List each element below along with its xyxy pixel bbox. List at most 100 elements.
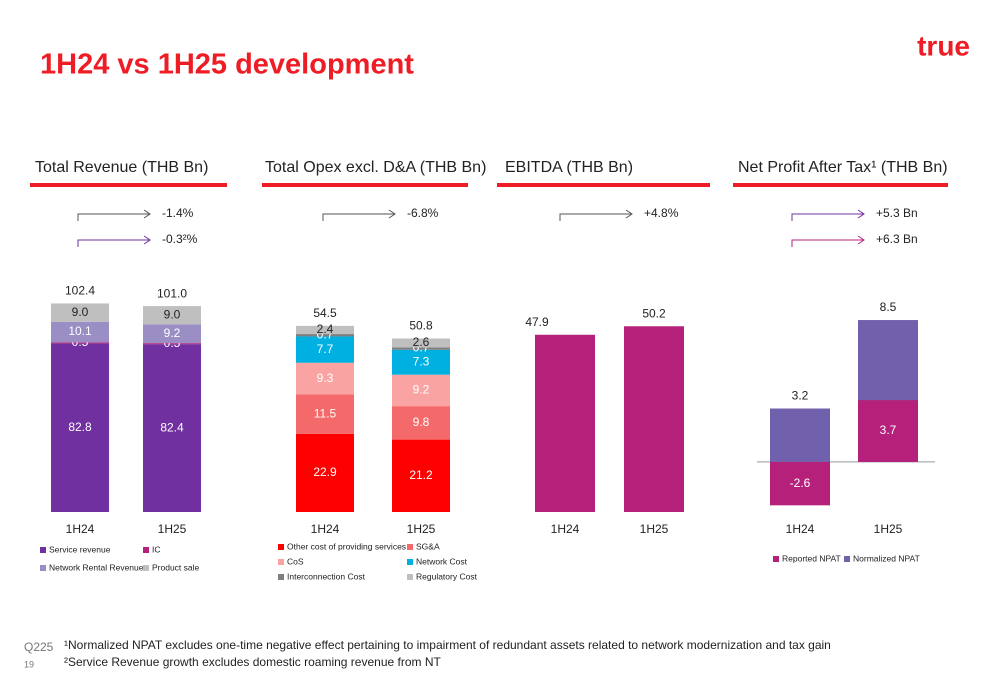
bar-segment: [51, 303, 109, 322]
value-label: 3.7: [880, 423, 897, 437]
title-underline: [30, 183, 227, 187]
chart-title: Total Revenue (THB Bn): [35, 159, 208, 176]
growth-arrow: [791, 235, 865, 247]
logo: true: [917, 30, 970, 61]
legend-swatch: [40, 565, 46, 571]
x-tick-label: 1H25: [640, 522, 669, 536]
value-label: 7.3: [413, 354, 430, 368]
growth-arrow: [77, 209, 151, 221]
growth-label: -1.4%: [162, 206, 194, 220]
legend-swatch: [278, 559, 284, 565]
chart-title: Total Opex excl. D&A (THB Bn): [265, 159, 486, 176]
value-label: 22.9: [313, 465, 337, 479]
title-underline: [262, 183, 468, 187]
chart-title: EBITDA (THB Bn): [505, 159, 633, 176]
value-label: 9.2: [164, 326, 181, 340]
x-tick-label: 1H24: [551, 522, 580, 536]
legend-swatch: [278, 544, 284, 550]
growth-arrow: [791, 209, 865, 221]
value-label: 21.2: [409, 468, 433, 482]
legend-label: CoS: [287, 556, 304, 566]
bar-segment: [392, 406, 450, 440]
legend-label: Regulatory Cost: [416, 571, 478, 581]
legend-label: Interconnection Cost: [287, 571, 366, 581]
value-label: 7.7: [317, 342, 334, 356]
value-label: 9.3: [317, 371, 334, 385]
value-label: 50.2: [642, 306, 666, 320]
bar: [624, 326, 684, 512]
x-tick-label: 1H25: [158, 522, 187, 536]
value-label: 11.5: [314, 406, 337, 420]
bar-segment: [392, 349, 450, 375]
bar-segment: [143, 343, 201, 345]
growth-arrow: [322, 209, 396, 221]
legend-label: Network Rental Revenue: [49, 562, 144, 572]
title-underline: [733, 183, 948, 187]
legend-swatch: [773, 556, 779, 562]
bar-segment: [392, 374, 450, 407]
legend-label: Product sale: [152, 562, 200, 572]
growth-arrow: [559, 209, 633, 221]
x-tick-label: 1H24: [311, 522, 340, 536]
legend-label: SG&A: [416, 541, 440, 551]
bar-segment: [51, 342, 109, 344]
legend-label: Other cost of providing services: [287, 541, 406, 551]
bar-segment: [296, 325, 354, 335]
growth-label: -0.3²%: [162, 232, 198, 246]
x-tick-label: 1H25: [874, 522, 903, 536]
footer-page: 19: [24, 659, 34, 669]
total-label: 50.8: [409, 319, 433, 333]
legend-label: Service revenue: [49, 544, 111, 554]
x-tick-label: 1H25: [407, 522, 436, 536]
legend-swatch: [407, 559, 413, 565]
bar-segment: [296, 362, 354, 395]
total-label: 102.4: [65, 284, 95, 298]
value-label: -2.6: [790, 476, 811, 490]
bar-segment: [143, 306, 201, 325]
x-tick-label: 1H24: [786, 522, 815, 536]
bar: [535, 334, 595, 512]
value-label: 10.1: [68, 324, 92, 338]
legend-swatch: [40, 547, 46, 553]
legend-label: Normalized NPAT: [853, 553, 920, 563]
value-label: 9.0: [164, 307, 181, 321]
bar-segment: [51, 321, 109, 343]
bar-segment: [51, 343, 109, 512]
value-label: 2.6: [413, 335, 430, 349]
value-label: 82.8: [68, 420, 92, 434]
legend-label: Reported NPAT: [782, 553, 841, 563]
legend-swatch: [407, 574, 413, 580]
bar: [770, 461, 830, 506]
value-label: 82.4: [160, 420, 184, 434]
bar-segment: [392, 439, 450, 512]
value-label: 8.5: [880, 300, 897, 314]
bar-segment: [392, 347, 450, 350]
chart-title: Net Profit After Tax¹ (THB Bn): [738, 159, 948, 176]
bar-segment: [296, 394, 354, 434]
x-tick-label: 1H24: [66, 522, 95, 536]
value-label: 9.2: [413, 383, 430, 397]
footnote: ²Service Revenue growth excludes domesti…: [64, 655, 441, 669]
growth-label: -6.8%: [407, 206, 439, 220]
legend-label: IC: [152, 544, 161, 554]
value-label: 2.4: [317, 322, 334, 336]
total-label: 54.5: [313, 306, 337, 320]
growth-label: +4.8%: [644, 206, 679, 220]
legend-swatch: [278, 574, 284, 580]
bar-segment: [143, 324, 201, 344]
value-label: 9.8: [413, 415, 430, 429]
growth-arrow: [77, 235, 151, 247]
value-label: 9.0: [72, 305, 89, 319]
footer-period: Q225: [24, 640, 54, 654]
value-label: 3.2: [792, 389, 809, 403]
total-label: 101.0: [157, 286, 187, 300]
legend-swatch: [143, 547, 149, 553]
bar-segment: [296, 334, 354, 337]
value-label: 47.9: [525, 315, 549, 329]
bar-segment: [392, 338, 450, 348]
growth-label: +6.3 Bn: [876, 232, 918, 246]
legend-swatch: [407, 544, 413, 550]
bar-segment: [296, 336, 354, 363]
growth-label: +5.3 Bn: [876, 206, 918, 220]
